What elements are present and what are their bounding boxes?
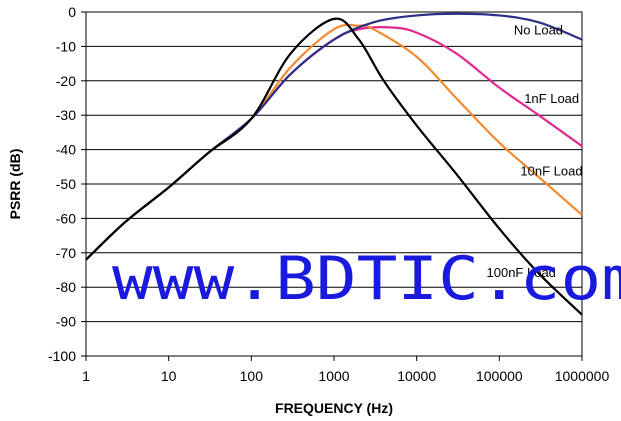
y-tick-label: -10 [56, 38, 76, 54]
y-axis-label: PSRR (dB) [7, 149, 23, 220]
x-tick-label: 100 [240, 368, 264, 384]
watermark: www.BDTIC.com [112, 244, 621, 314]
series-line-1nf-load [85, 26, 583, 261]
y-tick-label: -90 [56, 314, 76, 330]
series-line-100nf-load [85, 17, 583, 316]
x-axis-label: FREQUENCY (Hz) [275, 400, 393, 416]
series-annotations: No Load 1nF Load 10nF Load 100nF Load [487, 22, 583, 280]
y-tick-label: -60 [56, 210, 76, 226]
y-tick-label: -50 [56, 176, 76, 192]
y-tick-label: -100 [48, 348, 76, 364]
y-tick-label: -40 [56, 142, 76, 158]
x-tick-label: 100000 [476, 368, 523, 384]
y-tick-label: -20 [56, 73, 76, 89]
series-line-10nf-load [85, 23, 583, 261]
x-tick-labels: 1 10 100 1000 10000 100000 1000000 [82, 368, 609, 384]
annotation-label: 1nF Load [524, 91, 579, 106]
y-tick-label: -30 [56, 107, 76, 123]
x-tick-label: 10 [161, 368, 177, 384]
x-tick-label: 1 [82, 368, 90, 384]
y-tick-label: 0 [68, 4, 76, 20]
annotation-label: 100nF Load [487, 265, 556, 280]
x-tick-label: 1000000 [555, 368, 610, 384]
x-tick-label: 1000 [318, 368, 349, 384]
annotation-label: 10nF Load [520, 163, 582, 178]
series-lines [85, 12, 583, 316]
y-tick-label: -70 [56, 245, 76, 261]
x-tick-label: 10000 [397, 368, 436, 384]
y-tick-label: -80 [56, 279, 76, 295]
y-tick-labels: 0 -10 -20 -30 -40 -50 -60 -70 -80 -90 -100 [48, 4, 76, 364]
plot-frame [85, 11, 583, 357]
series-line-no-load [85, 12, 583, 261]
annotation-label: No Load [514, 22, 563, 37]
